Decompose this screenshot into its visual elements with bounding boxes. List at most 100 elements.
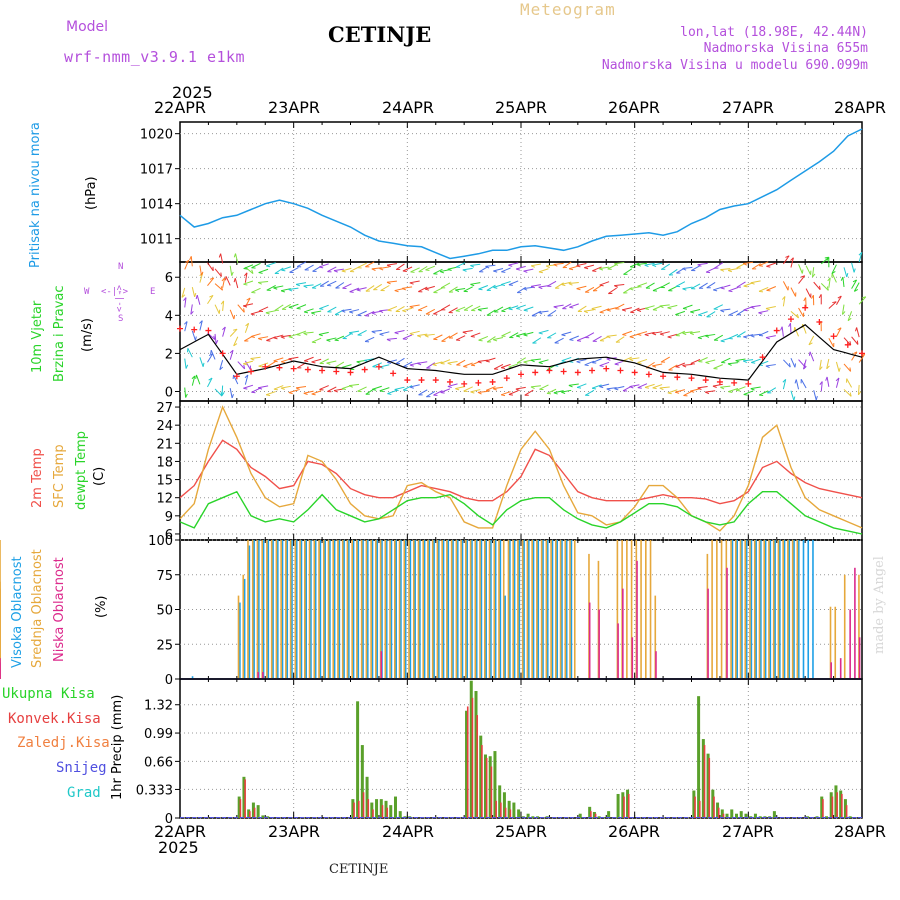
wind-arrow-head	[705, 361, 710, 365]
wind-gust-marker	[773, 327, 780, 334]
wind-arrow	[229, 309, 235, 320]
wind-arrow	[843, 363, 851, 372]
wind-arrow-head	[599, 268, 604, 271]
wind-arrow	[371, 329, 382, 333]
wind-arrow-head	[856, 340, 859, 345]
wind-arrow	[184, 321, 188, 332]
wind-arrow-head	[243, 283, 248, 286]
wind-arrow-head	[273, 388, 278, 391]
y-tick-label: 1020	[140, 128, 173, 143]
wind-arrow	[365, 261, 375, 268]
wind-arrow-head	[568, 384, 573, 388]
wind-arrow-head	[221, 277, 226, 282]
precip-total-bar	[237, 796, 241, 818]
wind-arrow	[319, 263, 329, 268]
wind-arrow	[637, 383, 648, 389]
precip-total-bar	[517, 809, 521, 818]
wind-gust-marker	[290, 365, 297, 372]
wind-arrow	[288, 303, 299, 308]
wind-arrow-head	[659, 305, 664, 309]
wind-arrow-head	[599, 284, 604, 287]
wind-arrow-head	[210, 350, 212, 355]
wind-arrow	[380, 285, 390, 291]
wind-arrow	[273, 385, 284, 390]
wind-arrow	[214, 388, 223, 397]
wind-arrow	[728, 267, 739, 271]
precip-total-bar	[512, 802, 516, 818]
wind-arrow	[455, 386, 466, 390]
precip-conv-bar	[822, 799, 824, 818]
wind-arrow-head	[788, 363, 791, 368]
wind-arrow	[675, 362, 686, 368]
wind-arrow	[743, 359, 754, 362]
wind-arrow	[721, 357, 731, 363]
wind-arrow-head	[819, 285, 821, 290]
wind-arrow-head	[470, 265, 475, 268]
wind-arrow	[538, 285, 549, 288]
wind-arrow-head	[697, 387, 702, 390]
station-elevation: Nadmorska Visina 655m	[703, 41, 868, 56]
wind-arrow	[843, 337, 852, 346]
wind-arrow	[273, 357, 284, 362]
wind-arrow-head	[652, 264, 657, 268]
wind-arrow	[311, 358, 322, 363]
wind-arrow	[728, 333, 739, 339]
wind-arrow-head	[409, 386, 414, 389]
precip-conv-bar	[362, 792, 365, 818]
wind-arrow	[288, 287, 299, 290]
wind-arrow-head	[727, 363, 732, 366]
wind-arrow-head	[280, 387, 285, 390]
wind-arrow-head	[471, 364, 476, 367]
wind-arrow	[820, 256, 830, 265]
wind-arrow-head	[326, 362, 331, 365]
wind-arrow-head	[652, 290, 658, 292]
wind-arrow	[258, 268, 269, 274]
wind-arrow	[728, 287, 739, 292]
compass-e: E	[150, 287, 156, 297]
wind-arrow	[736, 331, 746, 338]
wind-arrow-head	[516, 335, 521, 338]
wind-arrow	[847, 311, 853, 321]
wind-arrow	[207, 277, 215, 287]
wind-arrow	[607, 264, 617, 270]
wind-arrow-head	[394, 389, 399, 392]
wind-arrow	[387, 389, 398, 395]
wind-arrow-head	[614, 263, 619, 266]
wind-speed-line	[179, 324, 863, 381]
wind-arrow-head	[266, 265, 271, 268]
wind-arrow	[652, 262, 663, 266]
wind-arrow	[440, 282, 451, 289]
wind-arrow-head	[280, 290, 286, 293]
wind-arrow	[682, 266, 693, 269]
wind-arrow-head	[538, 332, 543, 335]
wind-arrow-head	[781, 296, 786, 300]
wind-arrow-head	[599, 311, 604, 314]
wind-arrow	[303, 331, 314, 334]
wind-arrow	[357, 310, 367, 316]
wind-arrow	[584, 264, 595, 269]
precip-total-bar	[384, 800, 388, 818]
bottom-date-label: 28APR	[833, 822, 887, 841]
y-tick-label: 0.99	[144, 727, 173, 742]
wind-arrow-head	[401, 287, 407, 291]
wind-arrow-head	[592, 362, 597, 364]
wind-arrow-head	[455, 310, 460, 312]
wind-arrow	[660, 282, 670, 288]
wind-gust-marker	[574, 369, 581, 376]
wind-arrow	[311, 390, 322, 395]
wind-arrow	[705, 359, 716, 363]
wind-arrow	[782, 296, 786, 307]
wind-arrow	[207, 353, 214, 363]
wind-arrow-head	[523, 288, 528, 291]
precip-total-bar	[692, 790, 696, 818]
precip-conv-bar	[831, 796, 834, 818]
precip-total-bar	[730, 809, 734, 818]
wind-arrow-head	[569, 339, 574, 341]
wind-arrow-head	[199, 320, 203, 324]
wind-arrow	[424, 333, 435, 336]
wind-arrow	[395, 305, 405, 312]
precip-total-bar	[739, 811, 743, 818]
wind-arrow	[463, 362, 473, 367]
wind-arrow-head	[348, 385, 353, 388]
precip-total-bar	[360, 745, 364, 818]
